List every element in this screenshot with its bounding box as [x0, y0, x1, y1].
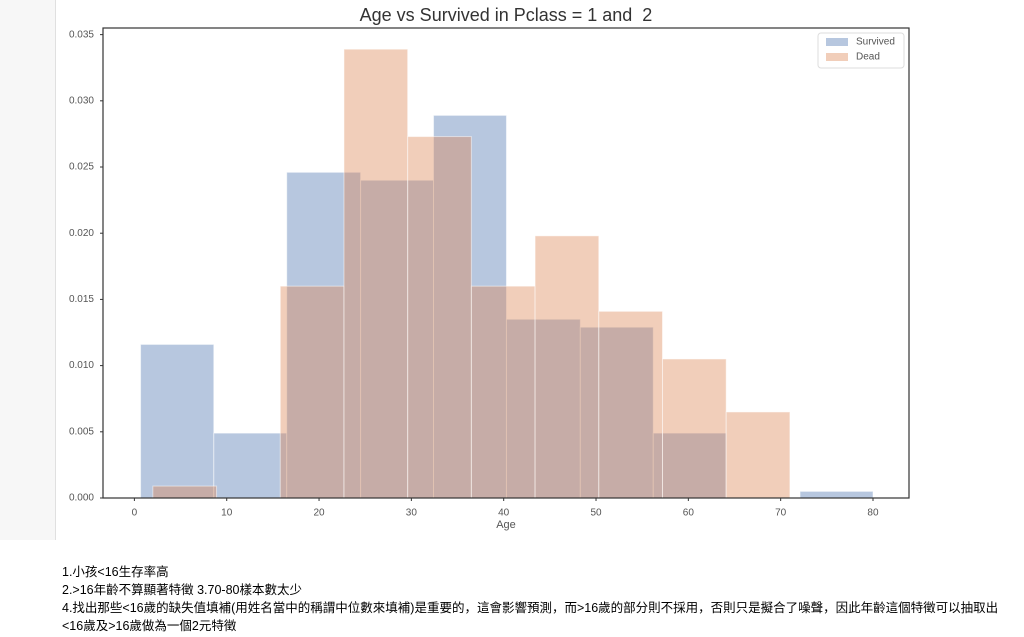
y-tick-label: 0.030 — [69, 95, 94, 106]
histogram-bar — [140, 343, 215, 499]
x-tick-label: 60 — [683, 508, 695, 519]
legend-box — [817, 32, 905, 69]
x-tick-label: 10 — [221, 508, 233, 519]
y-tick-label: 0.010 — [69, 360, 94, 371]
y-tick-label: 0.015 — [69, 294, 94, 305]
chart-title: Age vs Survived in Pclass = 1 and 2 — [360, 5, 653, 25]
histogram-bar — [661, 358, 727, 499]
histogram-bar — [286, 171, 362, 499]
histogram-bar — [652, 432, 727, 499]
x-tick-label: 30 — [406, 508, 418, 519]
note-line: 2.>16年齡不算顯著特徵 3.70-80樣本數太少 — [62, 583, 302, 597]
legend-label: Survived — [856, 37, 895, 48]
x-axis-label: Age — [496, 519, 516, 531]
histogram-bar — [213, 432, 288, 499]
histogram-bar — [579, 326, 654, 499]
histogram-bar — [598, 310, 663, 499]
histogram-bar — [343, 48, 409, 499]
x-tick-label: 20 — [313, 508, 325, 519]
x-tick-label: 70 — [775, 508, 787, 519]
legend-label: Dead — [856, 52, 880, 63]
x-tick-label: 50 — [590, 508, 602, 519]
plot-frame — [102, 27, 910, 499]
x-tick-label: 80 — [867, 508, 879, 519]
x-tick-label: 40 — [498, 508, 510, 519]
y-tick-label: 0.025 — [69, 162, 94, 173]
histogram-bar — [725, 411, 791, 499]
y-tick-label: 0.005 — [69, 426, 94, 437]
cell-gutter — [0, 0, 56, 540]
notes: 1.小孩<16生存率高 2.>16年齡不算顯著特徵 3.70-80樣本數太少 4.找… — [62, 563, 1012, 635]
y-tick-label: 0.035 — [69, 29, 94, 40]
histogram-bar — [534, 235, 600, 499]
y-tick-label: 0.020 — [69, 228, 94, 239]
note-line: 1.小孩<16生存率高 — [62, 565, 169, 579]
histogram-bar — [505, 318, 581, 499]
legend-swatch — [826, 38, 848, 46]
y-tick-label: 0.000 — [69, 493, 94, 504]
legend-swatch — [826, 53, 848, 61]
histogram-bar — [433, 114, 507, 499]
x-tick-label: 0 — [132, 508, 138, 519]
histogram-bar — [152, 485, 218, 499]
chart: Age vs Survived in Pclass = 1 and 2 Age … — [69, 5, 910, 531]
histogram-bar — [470, 285, 536, 499]
note-line: 4.找出那些<16歲的缺失值填補(用姓名當中的稱謂中位數來填補)是重要的，這會影… — [62, 601, 999, 633]
histogram-bar — [799, 490, 874, 499]
histogram-bar — [407, 136, 472, 499]
histogram-bar — [279, 285, 345, 499]
